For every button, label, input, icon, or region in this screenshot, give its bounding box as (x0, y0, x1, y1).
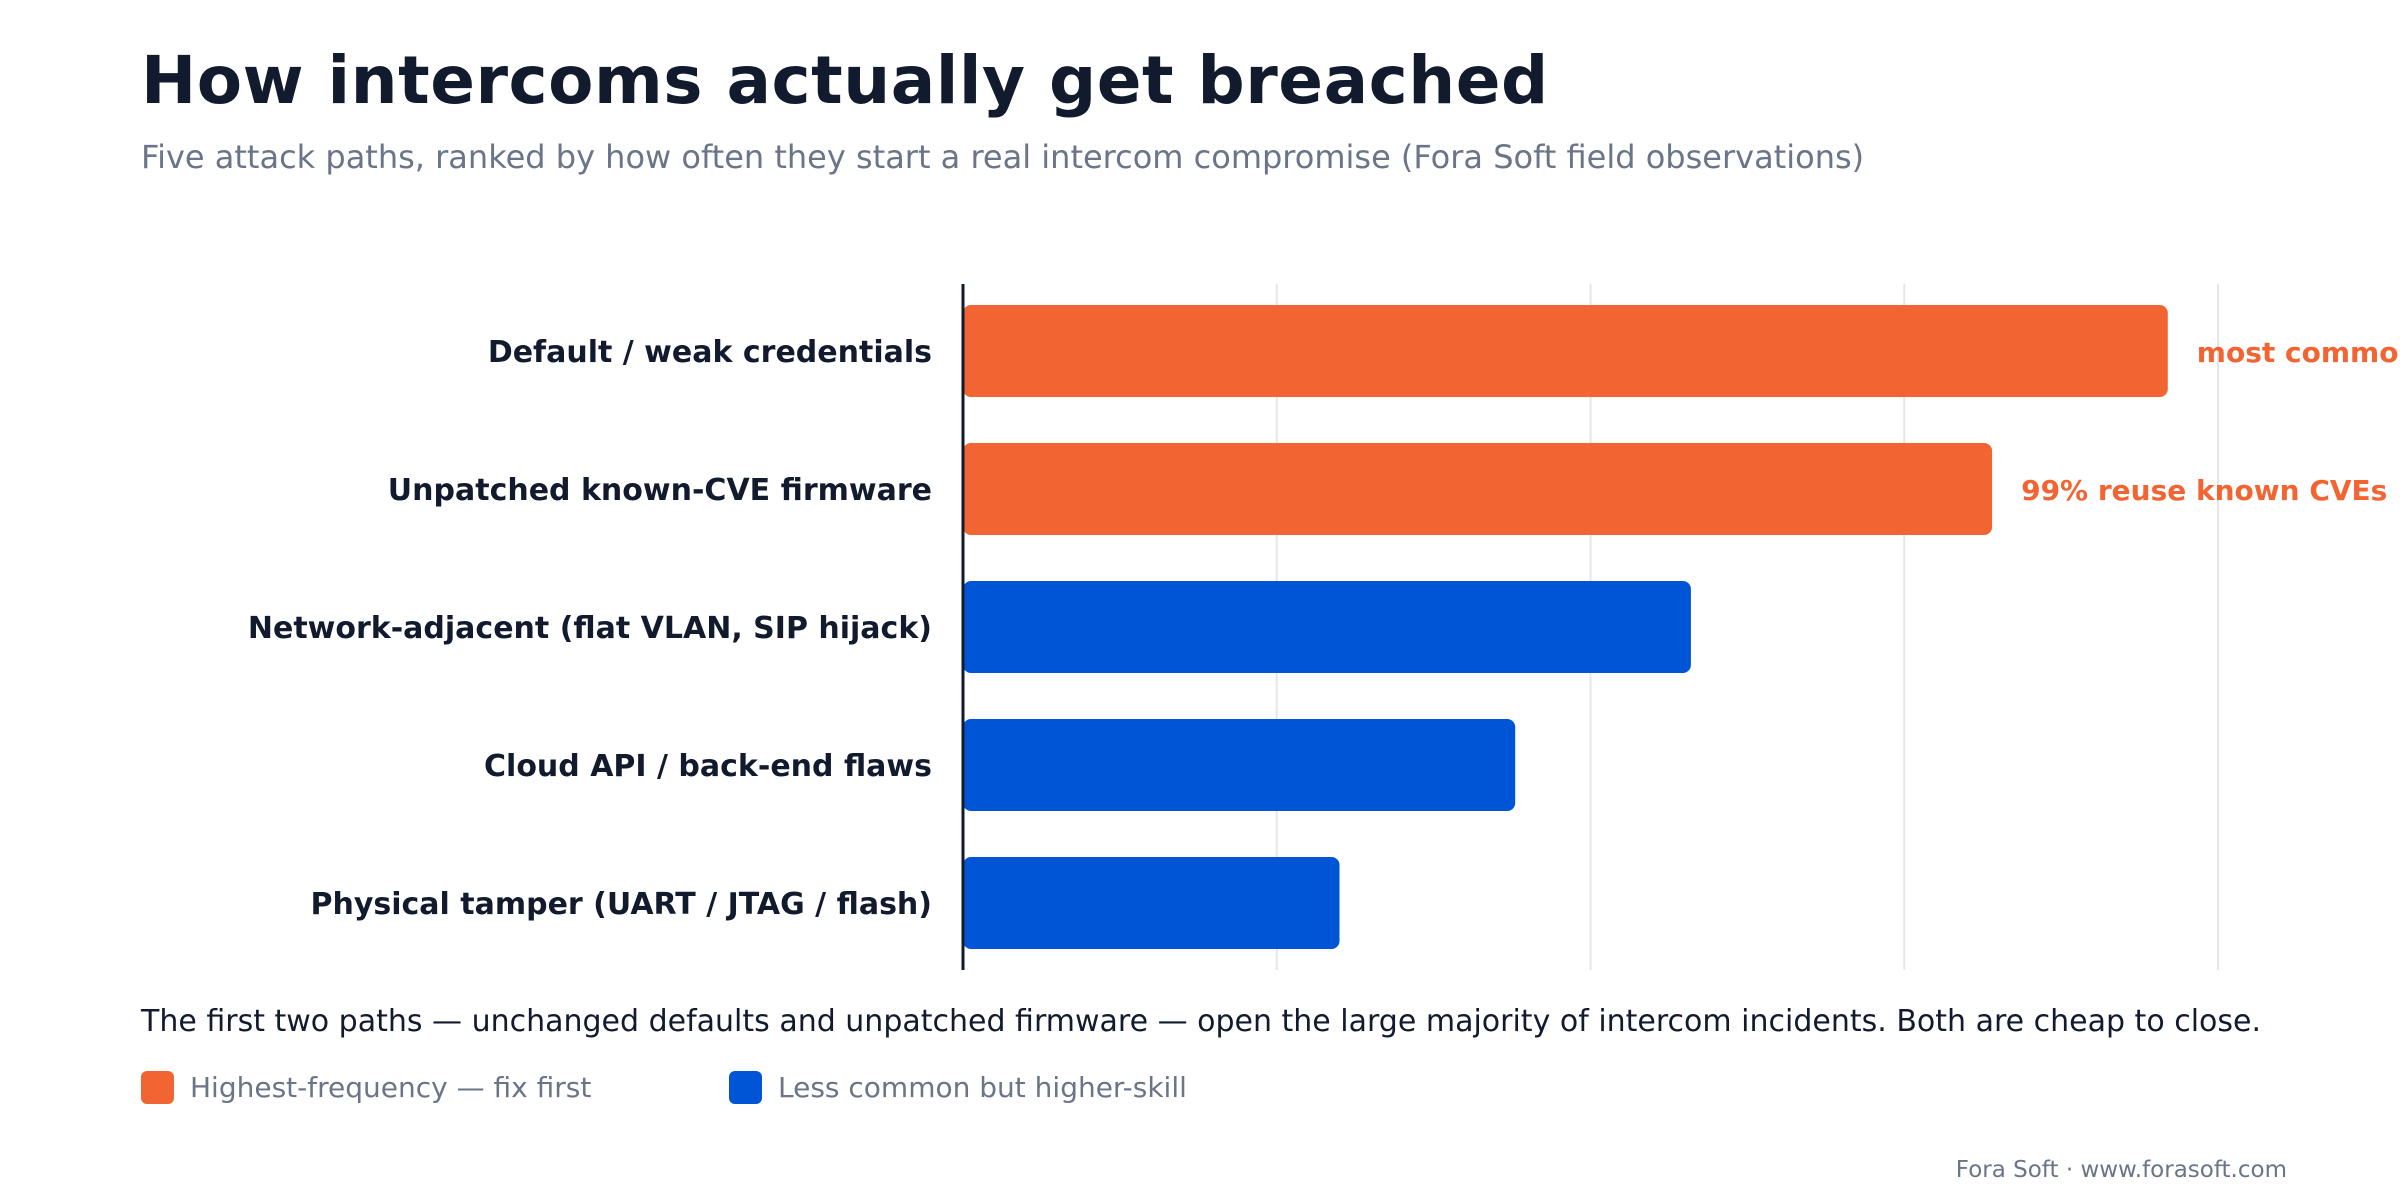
bar (963, 443, 1993, 535)
category-label: Cloud API / back-end flaws (484, 749, 932, 784)
category-label: Default / weak credentials (488, 335, 932, 370)
legend-swatch-primary (141, 1070, 174, 1104)
bar-annotation: 99% reuse known CVEs (2021, 474, 2387, 507)
bar-chart: Default / weak credentials most common Unp… (248, 284, 2400, 970)
legend-label-primary: Highest-frequency — fix first (190, 1070, 592, 1104)
bar (963, 305, 2168, 397)
footer-credit: Fora Soft · www.forasoft.com (1955, 1157, 2287, 1183)
bar (963, 719, 1516, 811)
chart-subtitle: Five attack paths, ranked by how often t… (141, 138, 1865, 176)
bar-annotation: most common (2197, 336, 2400, 369)
chart-title: How intercoms actually get breached (141, 42, 1549, 119)
category-label: Unpatched known-CVE firmware (388, 473, 932, 508)
category-label: Network-adjacent (flat VLAN, SIP hijack) (248, 611, 932, 646)
category-label: Physical tamper (UART / JTAG / flash) (310, 887, 932, 922)
legend-item-primary: Highest-frequency — fix first (141, 1070, 591, 1104)
bar (963, 581, 1691, 673)
bar (963, 857, 1340, 949)
legend-item-secondary: Less common but higher-skill (729, 1070, 1187, 1104)
takeaway-text: The first two paths — unchanged defaults… (141, 1004, 2262, 1039)
legend-label-secondary: Less common but higher-skill (778, 1070, 1187, 1104)
legend-swatch-secondary (729, 1070, 762, 1104)
